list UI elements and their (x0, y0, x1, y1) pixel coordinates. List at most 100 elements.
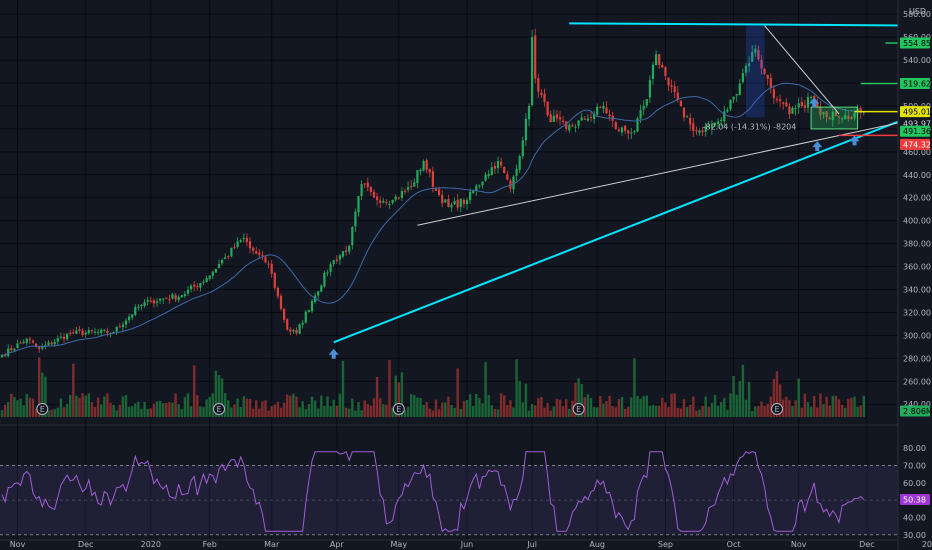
candle[interactable] (292, 330, 295, 332)
candle[interactable] (816, 103, 819, 107)
candle[interactable] (78, 329, 81, 331)
up-arrow-icon[interactable] (809, 97, 820, 108)
candle[interactable] (174, 295, 177, 300)
candle[interactable] (596, 106, 599, 115)
candle[interactable] (456, 199, 459, 208)
candle[interactable] (97, 331, 100, 333)
candle[interactable] (382, 201, 385, 203)
candle[interactable] (518, 156, 521, 170)
candle[interactable] (397, 197, 400, 199)
candle[interactable] (335, 259, 338, 261)
candle[interactable] (496, 161, 500, 169)
candle[interactable] (806, 97, 810, 108)
measure-range-box[interactable] (746, 25, 765, 118)
candle[interactable] (512, 176, 515, 190)
candle[interactable] (159, 298, 162, 301)
candle[interactable] (208, 275, 211, 280)
candle[interactable] (577, 120, 580, 126)
candle[interactable] (766, 74, 769, 79)
candle[interactable] (84, 332, 87, 335)
candle[interactable] (0, 354, 4, 358)
candle[interactable] (35, 343, 38, 347)
candle[interactable] (403, 190, 407, 192)
candle[interactable] (472, 191, 475, 193)
candle[interactable] (465, 200, 469, 205)
candle[interactable] (751, 51, 754, 62)
candle[interactable] (149, 300, 152, 302)
candle[interactable] (543, 93, 546, 102)
candle[interactable] (425, 160, 428, 170)
candle[interactable] (735, 94, 738, 96)
candle[interactable] (645, 99, 648, 106)
candle[interactable] (713, 122, 717, 126)
candle[interactable] (524, 118, 527, 141)
candle[interactable] (47, 342, 50, 345)
candle[interactable] (763, 68, 766, 74)
candle[interactable] (258, 252, 261, 255)
candle[interactable] (193, 284, 196, 287)
up-arrow-icon[interactable] (812, 141, 823, 152)
candle[interactable] (31, 340, 35, 343)
candle[interactable] (407, 186, 410, 190)
candle[interactable] (546, 101, 549, 116)
candle[interactable] (124, 320, 128, 325)
candle[interactable] (360, 183, 363, 197)
candle[interactable] (419, 169, 422, 172)
trendline-falling-resistance[interactable] (764, 25, 840, 115)
candle[interactable] (283, 308, 286, 320)
candle[interactable] (757, 49, 760, 60)
candle[interactable] (602, 105, 605, 109)
candle[interactable] (608, 114, 611, 117)
candle[interactable] (211, 271, 214, 276)
candle[interactable] (775, 99, 779, 101)
candle[interactable] (844, 115, 847, 120)
candle[interactable] (664, 67, 667, 77)
candle[interactable] (62, 336, 66, 340)
candle[interactable] (447, 199, 450, 207)
candle[interactable] (351, 227, 354, 246)
candle[interactable] (410, 185, 413, 187)
candle[interactable] (444, 199, 447, 203)
candle[interactable] (10, 348, 13, 351)
candle[interactable] (803, 105, 806, 108)
candle[interactable] (345, 250, 348, 252)
candle[interactable] (428, 168, 431, 173)
candle[interactable] (224, 257, 227, 259)
candle[interactable] (744, 65, 748, 73)
candle[interactable] (44, 345, 47, 347)
candle[interactable] (729, 99, 732, 110)
candle[interactable] (329, 264, 332, 272)
candle[interactable] (627, 130, 630, 134)
candle[interactable] (717, 121, 720, 125)
candle[interactable] (245, 237, 248, 242)
candle[interactable] (797, 103, 800, 108)
candle[interactable] (4, 355, 7, 357)
candle[interactable] (310, 300, 314, 312)
candle[interactable] (574, 126, 577, 128)
candle[interactable] (831, 111, 834, 121)
candle[interactable] (376, 196, 379, 201)
candle[interactable] (686, 116, 689, 118)
candle[interactable] (540, 92, 543, 95)
candle[interactable] (853, 112, 856, 119)
candle[interactable] (633, 131, 636, 133)
candle[interactable] (38, 347, 41, 350)
candle[interactable] (478, 185, 481, 187)
candle[interactable] (475, 185, 478, 191)
candle[interactable] (500, 161, 503, 166)
candle[interactable] (549, 114, 552, 123)
price-badge[interactable] (900, 125, 930, 137)
candle[interactable] (506, 174, 509, 180)
trendline-lower-support[interactable] (417, 119, 914, 226)
candle[interactable] (134, 306, 137, 315)
candle[interactable] (531, 37, 534, 106)
candle[interactable] (286, 319, 289, 330)
candle[interactable] (369, 187, 372, 193)
candle[interactable] (19, 342, 22, 344)
candle[interactable] (639, 110, 642, 119)
candle[interactable] (670, 85, 673, 87)
candle[interactable] (13, 348, 16, 351)
candle[interactable] (484, 174, 487, 181)
candle[interactable] (782, 102, 785, 104)
candle[interactable] (338, 255, 341, 260)
